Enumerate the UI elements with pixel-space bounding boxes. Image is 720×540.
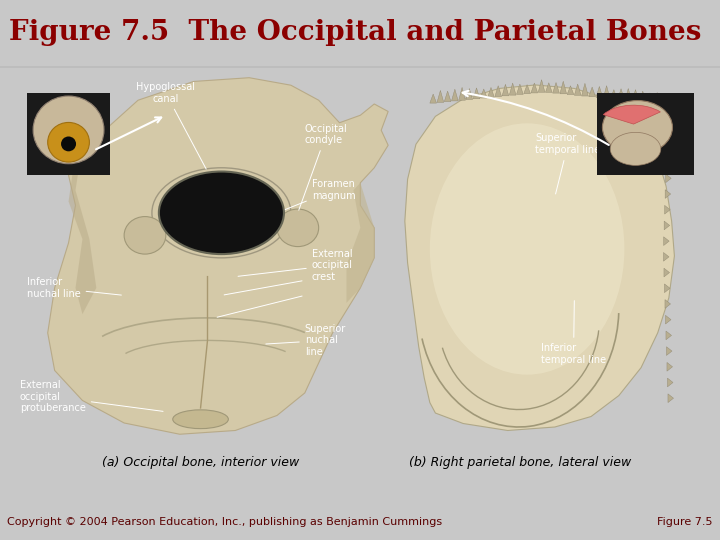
Polygon shape [516, 84, 523, 94]
Polygon shape [665, 300, 670, 308]
Polygon shape [466, 89, 472, 99]
Text: (a) Occipital bone, interior view: (a) Occipital bone, interior view [102, 456, 300, 469]
Polygon shape [654, 92, 660, 103]
Text: (b) Right parietal bone, lateral view: (b) Right parietal bone, lateral view [409, 456, 631, 469]
Wedge shape [603, 105, 660, 124]
Polygon shape [531, 83, 538, 93]
Polygon shape [667, 347, 672, 355]
Polygon shape [346, 183, 374, 303]
Polygon shape [502, 84, 509, 96]
Polygon shape [632, 90, 639, 101]
Polygon shape [68, 126, 110, 314]
Polygon shape [611, 90, 617, 99]
Polygon shape [666, 158, 672, 167]
Ellipse shape [173, 410, 228, 429]
Polygon shape [666, 331, 672, 340]
Text: Occipital
condyle: Occipital condyle [299, 124, 348, 210]
Polygon shape [667, 143, 672, 151]
Polygon shape [664, 221, 670, 230]
Text: Superior
temporal line: Superior temporal line [536, 133, 600, 194]
Polygon shape [473, 88, 480, 99]
Polygon shape [639, 91, 646, 102]
Polygon shape [509, 83, 516, 95]
Polygon shape [430, 94, 436, 103]
Polygon shape [480, 89, 487, 98]
Polygon shape [667, 378, 673, 387]
Polygon shape [539, 80, 545, 92]
Ellipse shape [430, 123, 624, 375]
Polygon shape [625, 89, 631, 100]
Text: External
occipital
crest: External occipital crest [238, 249, 353, 282]
Bar [27, 93, 110, 176]
Text: Inferior
nuchal line: Inferior nuchal line [27, 277, 122, 299]
Polygon shape [567, 86, 574, 94]
Text: Foramen
magnum: Foramen magnum [279, 179, 356, 212]
Ellipse shape [159, 172, 284, 254]
Text: Inferior
temporal line: Inferior temporal line [541, 301, 606, 364]
Ellipse shape [48, 123, 89, 162]
Polygon shape [667, 127, 672, 136]
Ellipse shape [61, 137, 76, 151]
Polygon shape [664, 268, 670, 277]
Polygon shape [665, 315, 671, 324]
Polygon shape [487, 87, 495, 97]
Polygon shape [603, 86, 610, 98]
Polygon shape [48, 78, 388, 434]
Polygon shape [553, 83, 559, 93]
Polygon shape [664, 237, 669, 246]
Polygon shape [459, 87, 465, 100]
Polygon shape [668, 394, 673, 402]
Text: Superior
nuchal
line: Superior nuchal line [266, 324, 346, 357]
Polygon shape [667, 111, 673, 120]
Ellipse shape [611, 132, 661, 165]
Polygon shape [665, 174, 671, 183]
Polygon shape [582, 83, 588, 96]
Polygon shape [405, 85, 675, 430]
Polygon shape [523, 85, 531, 93]
Polygon shape [444, 91, 451, 102]
Ellipse shape [33, 96, 104, 164]
Polygon shape [663, 253, 669, 261]
Bar [597, 93, 694, 176]
Ellipse shape [277, 209, 319, 247]
Polygon shape [546, 83, 552, 92]
Polygon shape [495, 86, 502, 97]
Ellipse shape [603, 100, 672, 154]
Polygon shape [665, 190, 671, 198]
Ellipse shape [124, 217, 166, 254]
Polygon shape [437, 90, 444, 103]
Polygon shape [596, 86, 603, 97]
Polygon shape [560, 81, 567, 94]
Polygon shape [589, 87, 595, 97]
Text: Figure 7.5: Figure 7.5 [657, 517, 713, 526]
Polygon shape [618, 89, 624, 100]
Polygon shape [667, 362, 672, 371]
Polygon shape [647, 93, 653, 103]
Text: External
occipital
protuberance: External occipital protuberance [20, 380, 163, 413]
Text: Hypoglossal
canal: Hypoglossal canal [136, 83, 206, 169]
Polygon shape [665, 205, 670, 214]
Text: Copyright © 2004 Pearson Education, Inc., publishing as Benjamin Cummings: Copyright © 2004 Pearson Education, Inc.… [7, 517, 442, 526]
Polygon shape [451, 89, 458, 101]
Polygon shape [665, 284, 670, 293]
Polygon shape [575, 84, 581, 95]
Text: Figure 7.5  The Occipital and Parietal Bones: Figure 7.5 The Occipital and Parietal Bo… [9, 19, 701, 46]
